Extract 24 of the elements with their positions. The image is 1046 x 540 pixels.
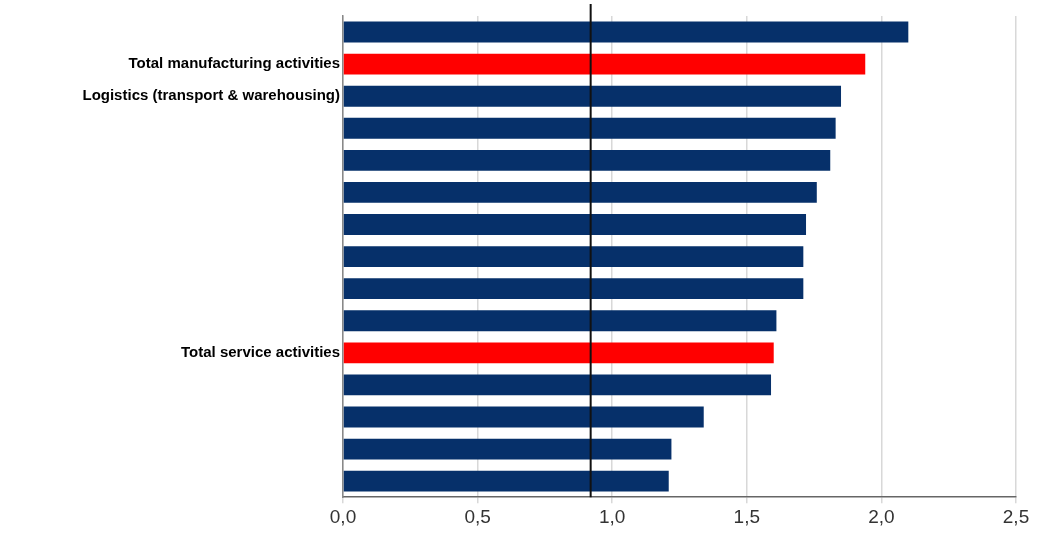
x-tick-label: 1,5	[733, 505, 761, 527]
x-tick-label: 2,5	[1002, 505, 1030, 527]
bar	[343, 342, 774, 364]
bar	[343, 246, 804, 268]
bar	[343, 85, 842, 107]
bar	[343, 310, 777, 332]
bar	[343, 21, 909, 43]
y-tick-label: Logistics (transport & warehousing)	[82, 86, 340, 104]
bar	[343, 278, 804, 300]
x-tick-label: 0,5	[464, 505, 491, 527]
bar	[343, 53, 866, 75]
x-tick-label: 0,0	[329, 505, 357, 527]
bar	[343, 182, 817, 203]
bar	[343, 406, 704, 428]
y-tick-label: Total service activities	[181, 342, 340, 360]
x-tick-label: 1,0	[598, 505, 626, 527]
x-tick-label: 2,0	[868, 505, 895, 527]
bar	[343, 117, 836, 139]
bar	[343, 214, 807, 235]
bar	[343, 149, 831, 171]
bar	[343, 438, 672, 460]
bar	[343, 470, 669, 492]
bar	[343, 374, 772, 396]
y-tick-label: Total manufacturing activities	[128, 54, 340, 72]
